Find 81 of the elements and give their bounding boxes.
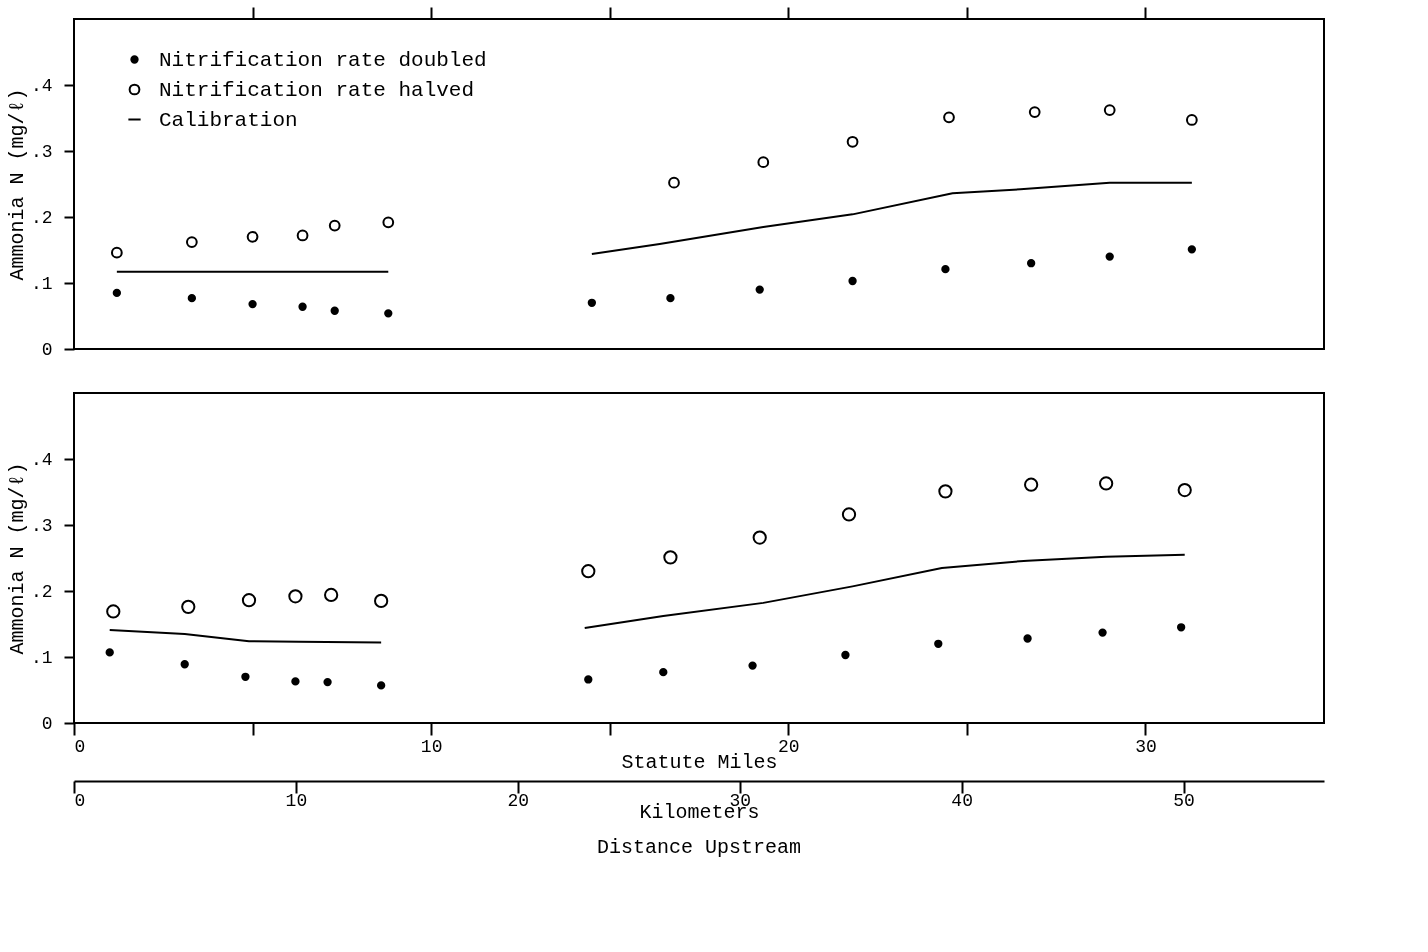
x2-tick-label: 20 xyxy=(507,790,530,811)
point xyxy=(1026,259,1036,268)
y-axis-title: Ammonia N (mg/ℓ) xyxy=(5,462,29,655)
point xyxy=(1185,114,1198,126)
point xyxy=(105,648,114,657)
y-axis-title: Ammonia N (mg/ℓ) xyxy=(5,88,29,281)
legend-label: Nitrification rate doubled xyxy=(159,48,487,72)
point xyxy=(384,309,393,318)
point xyxy=(668,176,680,189)
point xyxy=(938,484,953,499)
y-tick-label: .1 xyxy=(30,647,53,668)
point xyxy=(1098,628,1107,637)
text: Distance Upstream xyxy=(596,836,802,859)
point xyxy=(846,135,859,148)
point xyxy=(181,599,196,614)
point xyxy=(1023,634,1032,643)
point xyxy=(112,288,122,298)
point xyxy=(288,589,303,604)
x-axis-title: Statute Miles xyxy=(621,750,778,774)
point xyxy=(291,677,300,686)
point xyxy=(376,681,386,690)
point xyxy=(328,219,341,232)
y-tick-label: .4 xyxy=(30,449,53,470)
x2-tick-label: 40 xyxy=(951,790,973,811)
x-tick-label: 10 xyxy=(420,736,443,757)
y-tick-label: 0 xyxy=(41,713,53,734)
legend-label: Nitrification rate halved xyxy=(159,78,475,102)
y-tick-label: .2 xyxy=(30,581,53,602)
point xyxy=(748,661,757,670)
point xyxy=(1024,477,1039,492)
point xyxy=(666,294,675,303)
x2-tick-label: 10 xyxy=(285,790,308,811)
point xyxy=(752,530,767,545)
point xyxy=(241,593,257,608)
point xyxy=(324,587,339,603)
y-tick-label: .1 xyxy=(30,273,53,294)
y-tick-label: .2 xyxy=(30,207,53,228)
point xyxy=(106,604,121,619)
x-tick-label: 0 xyxy=(74,736,86,757)
y-tick-label: 0 xyxy=(41,339,53,360)
point xyxy=(298,302,307,311)
point xyxy=(330,306,339,315)
point xyxy=(841,507,857,522)
point xyxy=(1177,482,1192,498)
point xyxy=(1099,476,1114,491)
point xyxy=(1176,623,1186,632)
point xyxy=(1105,252,1114,261)
point xyxy=(663,550,678,565)
point xyxy=(296,229,309,242)
point xyxy=(659,668,668,677)
point xyxy=(934,639,943,648)
y-tick-label: .4 xyxy=(30,75,53,96)
point xyxy=(755,285,764,294)
point xyxy=(382,216,395,229)
x-tick-label: 30 xyxy=(1135,736,1157,757)
point xyxy=(943,111,955,124)
point xyxy=(584,675,593,684)
point xyxy=(323,677,332,687)
point xyxy=(187,294,197,303)
y-tick-label: .3 xyxy=(30,515,53,536)
point xyxy=(587,298,597,307)
x2-tick-label: 0 xyxy=(74,790,86,811)
point xyxy=(581,564,596,579)
point xyxy=(110,246,123,259)
point xyxy=(246,230,259,243)
point xyxy=(180,660,189,669)
point xyxy=(848,276,857,286)
y-tick-label: .3 xyxy=(30,141,53,162)
point xyxy=(374,593,389,609)
point xyxy=(185,236,198,248)
legend-label: Calibration xyxy=(159,108,298,132)
point xyxy=(1103,104,1116,116)
point xyxy=(1187,245,1197,254)
point xyxy=(248,299,257,309)
point xyxy=(941,264,950,274)
x-tick-label: 20 xyxy=(777,736,800,757)
x2-tick-label: 50 xyxy=(1173,790,1195,811)
point xyxy=(841,650,850,660)
point xyxy=(1028,106,1041,118)
point xyxy=(241,672,250,681)
point xyxy=(757,156,770,169)
